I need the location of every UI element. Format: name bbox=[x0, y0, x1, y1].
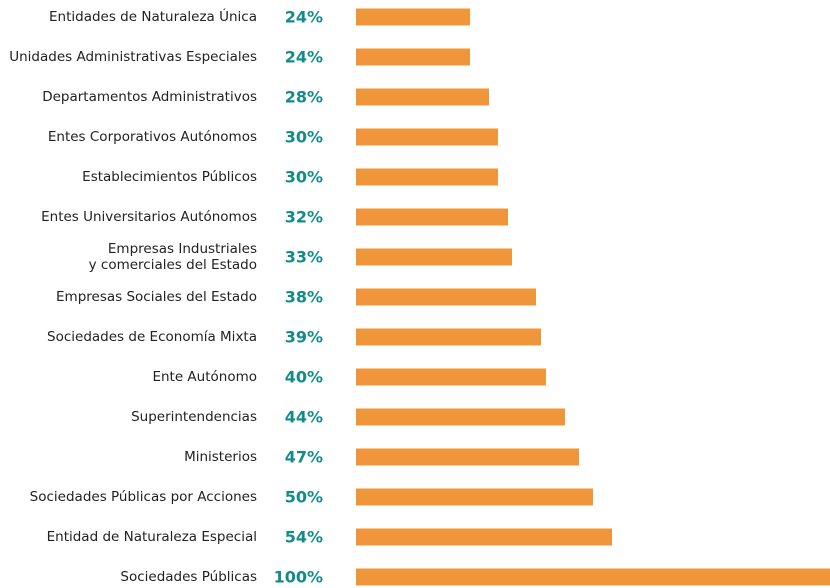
bar bbox=[356, 408, 565, 426]
category-label: Establecimientos Públicos bbox=[82, 169, 257, 185]
category-label: Ente Autónomo bbox=[152, 369, 257, 385]
category-label: Entidades de Naturaleza Única bbox=[49, 9, 257, 25]
category-label: Ministerios bbox=[184, 449, 257, 465]
value-label: 44% bbox=[284, 407, 323, 427]
category-label: Empresas Industriales y comerciales del … bbox=[88, 241, 257, 273]
value-label: 38% bbox=[284, 287, 323, 307]
bar bbox=[356, 448, 579, 466]
category-label: Sociedades Públicas bbox=[120, 569, 257, 585]
value-label: 33% bbox=[284, 247, 323, 267]
value-label: 30% bbox=[284, 167, 323, 187]
bar bbox=[356, 328, 541, 346]
category-label: Departamentos Administrativos bbox=[42, 89, 257, 105]
bar bbox=[356, 528, 612, 546]
bar bbox=[356, 208, 508, 226]
value-label: 40% bbox=[284, 367, 323, 387]
value-label: 32% bbox=[284, 207, 323, 227]
value-label: 39% bbox=[284, 327, 323, 347]
value-label: 28% bbox=[284, 87, 323, 107]
category-label: Sociedades Públicas por Acciones bbox=[29, 489, 257, 505]
bar bbox=[356, 48, 470, 66]
category-label: Superintendencias bbox=[131, 409, 257, 425]
bar bbox=[356, 288, 537, 306]
bar bbox=[356, 128, 499, 146]
bar bbox=[356, 488, 593, 506]
bar bbox=[356, 568, 830, 586]
bar bbox=[356, 248, 513, 266]
bar bbox=[356, 368, 546, 386]
category-label: Entes Corporativos Autónomos bbox=[47, 129, 257, 145]
value-label: 54% bbox=[284, 527, 323, 547]
category-label: Empresas Sociales del Estado bbox=[56, 289, 257, 305]
category-label: Unidades Administrativas Especiales bbox=[9, 49, 257, 65]
value-label: 24% bbox=[284, 47, 323, 67]
category-label: Sociedades de Economía Mixta bbox=[47, 329, 257, 345]
bar bbox=[356, 88, 489, 106]
value-label: 50% bbox=[284, 487, 323, 507]
bar bbox=[356, 8, 470, 26]
value-label: 100% bbox=[273, 567, 323, 587]
category-label: Entes Universitarios Autónomos bbox=[41, 209, 257, 225]
value-label: 24% bbox=[284, 7, 323, 27]
bar bbox=[356, 168, 499, 186]
value-label: 30% bbox=[284, 127, 323, 147]
category-label: Entidad de Naturaleza Especial bbox=[46, 529, 257, 545]
value-label: 47% bbox=[284, 447, 323, 467]
